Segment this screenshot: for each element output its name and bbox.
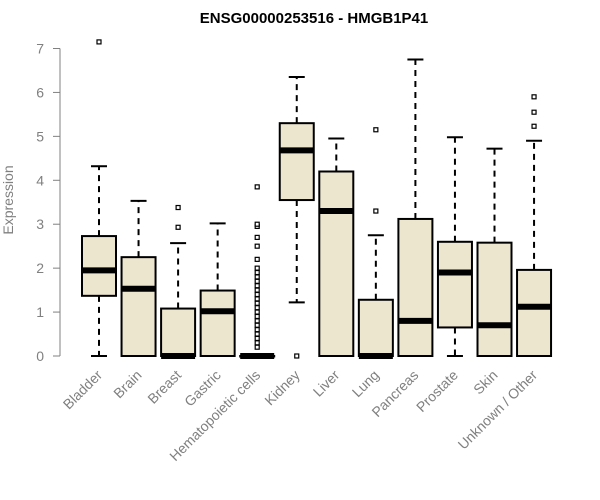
box-kidney xyxy=(278,76,315,359)
y-tick-label: 7 xyxy=(36,41,44,57)
y-tick-label: 2 xyxy=(36,260,44,276)
outlier-point xyxy=(254,291,260,298)
outlier-point xyxy=(254,322,260,328)
outlier-point xyxy=(254,221,260,227)
x-tick-label: Liver xyxy=(310,367,343,400)
outlier-point xyxy=(531,109,537,115)
outlier-point xyxy=(254,184,260,190)
outlier-point xyxy=(254,283,260,289)
x-tick-label: Lung xyxy=(349,367,382,400)
x-tick-label: Bladder xyxy=(60,367,106,413)
box-liver xyxy=(318,137,355,357)
x-tick-label: Breast xyxy=(144,367,184,407)
x-tick-label: Skin xyxy=(470,367,501,398)
box-skin xyxy=(476,147,513,358)
boxes-group xyxy=(81,39,553,359)
outlier-point xyxy=(254,327,260,333)
iqr-box xyxy=(357,298,394,357)
outlier-point xyxy=(254,296,260,302)
iqr-box xyxy=(397,217,434,357)
box-lung xyxy=(357,127,394,359)
iqr-box xyxy=(436,240,473,329)
x-tick-label: Kidney xyxy=(261,367,303,409)
outlier-point xyxy=(254,274,260,280)
y-axis: 0 1 2 3 4 5 6 7 xyxy=(36,41,61,364)
outlier-point xyxy=(373,208,379,214)
outlier-point xyxy=(96,39,102,45)
y-axis-label: Expression xyxy=(0,165,16,234)
box-prostate xyxy=(436,136,473,357)
outlier-point xyxy=(254,287,260,293)
x-tick-label: Prostate xyxy=(413,367,461,415)
iqr-box xyxy=(160,307,197,357)
outlier-point xyxy=(373,127,379,133)
outlier-point xyxy=(254,256,260,262)
outlier-point xyxy=(254,318,260,324)
outlier-point xyxy=(254,340,260,346)
outlier-point xyxy=(531,94,537,100)
outlier-point xyxy=(175,204,181,211)
y-tick-label: 5 xyxy=(36,128,44,144)
chart-title: ENSG00000253516 - HMGB1P41 xyxy=(200,10,428,27)
box-hematopoietic-cells xyxy=(239,184,276,359)
outlier-point xyxy=(254,269,260,276)
outlier-point xyxy=(175,224,181,230)
iqr-box xyxy=(81,235,117,297)
box-brain xyxy=(120,199,157,357)
outlier-point xyxy=(254,305,260,311)
box-bladder xyxy=(81,39,117,357)
y-tick-label: 3 xyxy=(36,216,44,232)
outlier-point xyxy=(254,335,260,342)
outlier-point xyxy=(294,353,300,359)
y-tick-label: 1 xyxy=(36,304,44,320)
outlier-point xyxy=(531,123,537,129)
outlier-point xyxy=(254,331,260,337)
outlier-point xyxy=(254,243,260,249)
x-tick-label: Brain xyxy=(110,367,144,401)
box-breast xyxy=(160,204,197,359)
outlier-point xyxy=(254,278,260,284)
box-unknown-other xyxy=(516,94,553,357)
box-gastric xyxy=(199,222,236,357)
outlier-point xyxy=(254,313,260,320)
iqr-box xyxy=(476,241,513,358)
outlier-point xyxy=(254,265,260,271)
outlier-point xyxy=(254,300,260,306)
box-pancreas xyxy=(397,58,434,357)
iqr-box xyxy=(278,122,315,202)
iqr-box xyxy=(318,170,355,357)
y-tick-label: 6 xyxy=(36,84,44,100)
y-tick-label: 4 xyxy=(36,172,44,188)
outlier-point xyxy=(254,234,260,240)
outlier-point xyxy=(254,309,260,315)
iqr-box xyxy=(199,289,236,357)
y-tick-label: 0 xyxy=(36,348,44,364)
iqr-box xyxy=(516,268,553,357)
outlier-point xyxy=(254,344,260,350)
iqr-box xyxy=(120,256,157,357)
